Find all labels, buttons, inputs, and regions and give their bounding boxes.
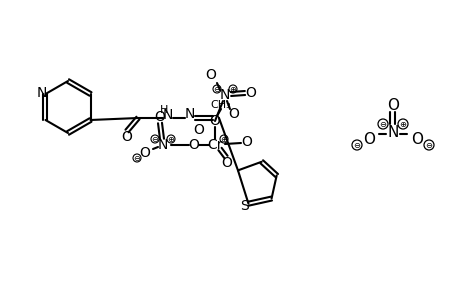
Text: CH₃: CH₃: [210, 100, 231, 110]
Text: ⊖: ⊖: [353, 140, 360, 149]
Text: N: N: [162, 108, 173, 122]
Text: S: S: [240, 199, 248, 213]
Text: ⊕: ⊕: [229, 85, 236, 94]
Text: O: O: [193, 123, 204, 137]
Text: H: H: [159, 105, 168, 115]
Text: O: O: [221, 156, 232, 170]
Text: O: O: [228, 107, 239, 121]
Text: O: O: [121, 130, 132, 144]
Text: O: O: [188, 138, 199, 152]
Text: O: O: [362, 131, 374, 146]
Text: O: O: [386, 98, 398, 112]
Text: O: O: [139, 146, 150, 160]
Text: ⊖: ⊖: [213, 85, 220, 94]
Text: O: O: [205, 68, 216, 82]
Text: ⊖: ⊖: [151, 134, 158, 143]
Text: N: N: [157, 138, 168, 152]
Text: O: O: [245, 86, 256, 100]
Text: ⊕: ⊕: [167, 134, 174, 143]
Text: O: O: [410, 131, 422, 146]
Text: ⊕: ⊕: [220, 134, 227, 143]
Text: O: O: [154, 110, 165, 124]
Text: ⊖: ⊖: [133, 154, 140, 163]
Text: N: N: [36, 86, 46, 100]
Text: ⊕: ⊕: [398, 119, 406, 128]
Text: N: N: [219, 88, 230, 102]
Text: N: N: [386, 124, 398, 140]
Text: ⊖: ⊖: [425, 140, 431, 149]
Text: ⊖: ⊖: [379, 119, 386, 128]
Text: Cr: Cr: [207, 138, 222, 152]
Text: O: O: [209, 114, 220, 128]
Text: O: O: [241, 135, 252, 149]
Text: N: N: [185, 107, 195, 121]
